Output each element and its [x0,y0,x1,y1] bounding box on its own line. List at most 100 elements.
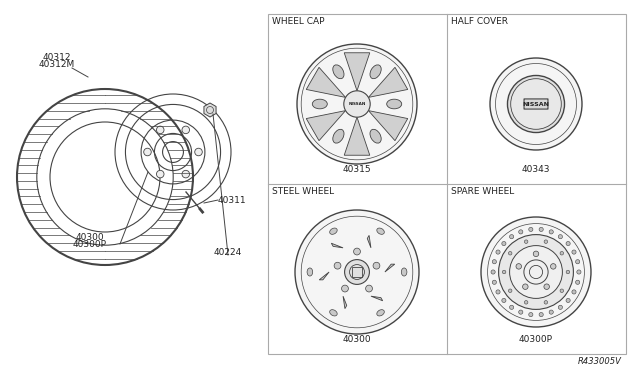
Bar [268,14,626,354]
Circle shape [539,227,543,231]
Circle shape [502,270,506,274]
Circle shape [481,217,591,327]
Text: 40312M: 40312M [39,60,75,69]
Circle shape [509,235,514,239]
Circle shape [572,290,576,294]
Polygon shape [332,243,343,248]
Circle shape [550,264,556,269]
Circle shape [575,260,580,264]
Text: HALF COVER: HALF COVER [451,17,508,26]
Polygon shape [343,296,347,309]
Circle shape [295,210,419,334]
Polygon shape [319,272,329,280]
Ellipse shape [182,126,189,134]
Circle shape [549,310,554,314]
Circle shape [558,305,563,310]
Text: 40311: 40311 [218,196,246,205]
Ellipse shape [312,99,327,109]
Circle shape [508,289,512,292]
Circle shape [572,250,576,254]
Text: 40300: 40300 [76,233,104,242]
Circle shape [509,246,563,298]
Circle shape [508,251,512,255]
Circle shape [502,298,506,302]
Text: 40300P: 40300P [519,335,553,344]
Circle shape [566,270,570,274]
Ellipse shape [144,148,151,156]
Circle shape [297,44,417,164]
Ellipse shape [156,170,164,178]
Ellipse shape [401,268,407,276]
Circle shape [490,58,582,150]
Polygon shape [344,53,370,91]
Circle shape [560,251,564,255]
Text: 40343: 40343 [522,165,550,174]
Circle shape [524,240,528,243]
Circle shape [518,230,523,234]
Text: 40315: 40315 [342,165,371,174]
Polygon shape [385,264,395,272]
Circle shape [344,260,369,285]
Polygon shape [367,235,371,248]
Text: 40300: 40300 [342,335,371,344]
Circle shape [529,227,533,231]
Bar [352,267,362,277]
Circle shape [353,248,360,255]
Text: NISSAN: NISSAN [348,102,365,106]
Text: STEEL WHEEL: STEEL WHEEL [272,187,334,196]
Text: WHEEL CAP: WHEEL CAP [272,17,324,26]
Circle shape [544,240,548,243]
Ellipse shape [377,228,384,234]
Ellipse shape [333,129,344,143]
Circle shape [518,310,523,314]
Circle shape [492,280,497,284]
Circle shape [544,301,548,304]
Polygon shape [307,67,346,97]
Circle shape [502,241,506,246]
Ellipse shape [370,65,381,79]
Ellipse shape [156,126,164,134]
Circle shape [549,230,554,234]
Polygon shape [371,296,383,301]
Circle shape [533,251,539,257]
Circle shape [511,79,561,129]
Polygon shape [204,103,216,117]
Circle shape [342,285,348,292]
Circle shape [529,312,533,317]
Ellipse shape [307,268,313,276]
Circle shape [496,290,500,294]
Circle shape [539,312,543,317]
Ellipse shape [387,99,402,109]
Ellipse shape [182,170,189,178]
Circle shape [560,289,564,292]
Circle shape [344,91,370,117]
Circle shape [373,262,380,269]
Circle shape [492,260,497,264]
Text: 40300P: 40300P [73,240,107,249]
Circle shape [508,76,564,132]
Circle shape [566,241,570,246]
Text: 40224: 40224 [214,248,242,257]
Circle shape [491,270,495,274]
Polygon shape [369,110,408,141]
Text: SPARE WHEEL: SPARE WHEEL [451,187,515,196]
Text: R433005V: R433005V [578,357,622,366]
Text: NISSAN: NISSAN [522,102,550,106]
Circle shape [566,298,570,302]
Polygon shape [307,110,346,141]
Ellipse shape [333,65,344,79]
Text: 40312: 40312 [43,53,71,62]
Circle shape [365,285,372,292]
Ellipse shape [330,228,337,234]
Circle shape [499,235,573,310]
Circle shape [334,262,341,269]
Ellipse shape [195,148,202,156]
Circle shape [558,235,563,239]
Polygon shape [344,117,370,155]
FancyBboxPatch shape [524,99,548,109]
Ellipse shape [370,129,381,143]
Circle shape [496,250,500,254]
Ellipse shape [377,310,384,316]
Circle shape [523,284,528,289]
Circle shape [524,301,528,304]
